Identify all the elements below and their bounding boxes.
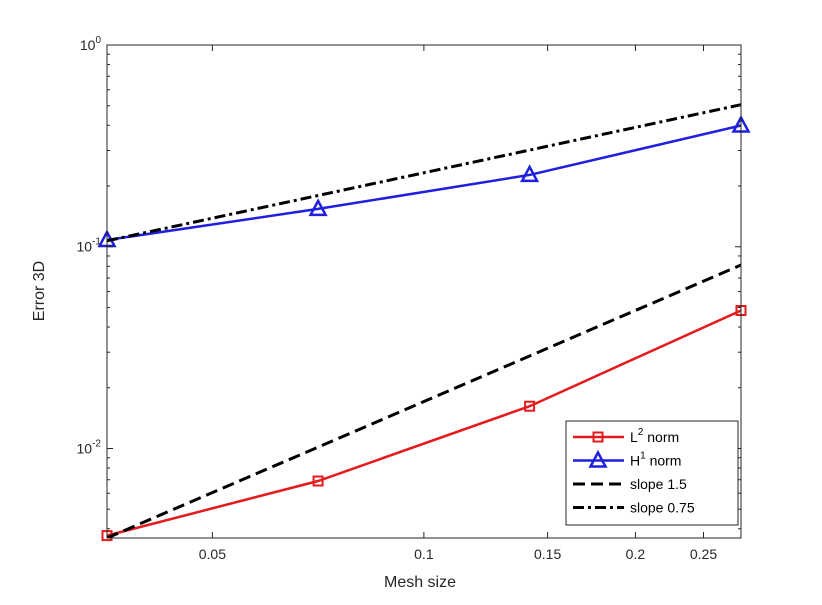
data-point (312, 475, 324, 487)
series-3 (107, 103, 741, 243)
series-line-1 (107, 124, 741, 242)
x-tick-label: 0.05 (199, 546, 226, 562)
legend: L2 norm H1 norm slope 1.5 slope 0.75 (565, 420, 739, 526)
x-tick-label: 0.15 (534, 546, 561, 562)
x-tick-label: 0.1 (414, 546, 434, 562)
legend-item: L2 norm (573, 427, 679, 445)
series-line-2 (107, 263, 741, 538)
y-tick-label: 10-2 (77, 438, 102, 456)
legend-item: slope 1.5 (573, 476, 687, 492)
data-point (308, 198, 328, 217)
legend-label: H1 norm (630, 451, 681, 469)
axis-ticks: 0.05 0.1 0.15 0.2 0.25 100 10-1 10-2 (77, 35, 741, 562)
legend-box (565, 420, 739, 526)
x-tick-label: 0.2 (626, 546, 646, 562)
legend-label: L2 norm (630, 427, 679, 445)
legend-marker (588, 449, 608, 468)
legend-marker (592, 431, 604, 443)
series-line-3 (107, 103, 741, 243)
legend-label: slope 1.5 (630, 476, 687, 492)
series-line-0 (107, 309, 741, 537)
x-tick-label: 0.25 (690, 546, 717, 562)
plot-marks (97, 103, 751, 542)
x-axis-label: Mesh size (384, 574, 456, 591)
y-tick-label: 10-1 (77, 237, 102, 255)
data-point (520, 164, 540, 183)
data-point (524, 400, 536, 412)
y-axis-label: Error 3D (31, 261, 48, 321)
series-2 (107, 263, 741, 538)
y-tick-label: 100 (80, 35, 102, 53)
legend-item: H1 norm (573, 449, 681, 469)
legend-item: slope 0.75 (573, 500, 695, 516)
legend-label: slope 0.75 (630, 500, 695, 516)
series-1 (97, 114, 751, 248)
